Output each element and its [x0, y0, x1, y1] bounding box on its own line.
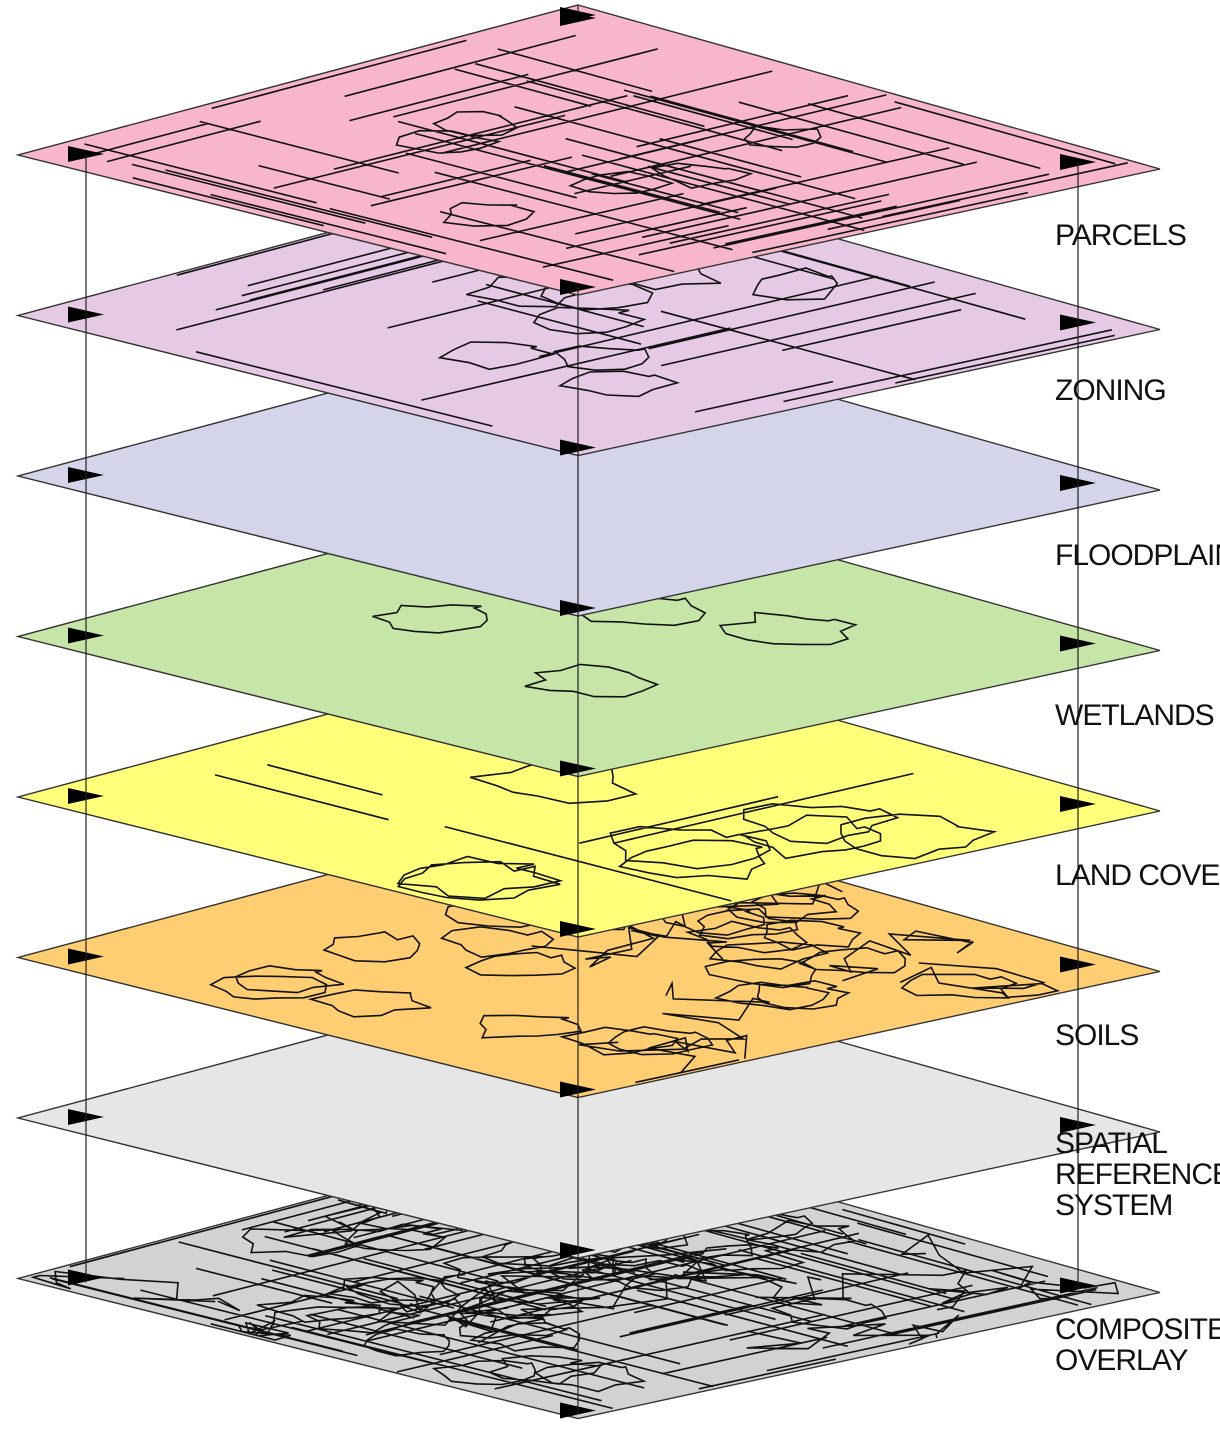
label-line: PARCELS: [1055, 219, 1186, 252]
layer-plane-parcels: [15, 4, 1161, 296]
label-line: LAND COVER: [1055, 859, 1220, 892]
label-line: SPATIAL: [1055, 1127, 1167, 1160]
label-line: WETLANDS: [1055, 699, 1214, 732]
registration-arrow-left: [68, 146, 104, 162]
layer-parcels: [15, 4, 1161, 296]
map-features-parcels: [79, 34, 1128, 281]
map-features-wetlands: [372, 591, 858, 698]
layer-planes: [15, 4, 1161, 1420]
feature-lines-wetlands: [372, 591, 858, 698]
label-line: REFERENCE: [1055, 1158, 1220, 1191]
label-zoning: ZONING: [1055, 374, 1166, 407]
layer-labels: PARCELS ZONING FLOODPLAIN WETLANDS LAND COVE…: [1055, 219, 1220, 1377]
label-line: COMPOSITE: [1055, 1313, 1220, 1346]
registration-arrow-top-cap: [560, 10, 596, 26]
layer-plane-composite-overlay: [15, 1127, 1161, 1420]
label-wetlands: WETLANDS: [1055, 699, 1214, 732]
label-line: SOILS: [1055, 1019, 1138, 1052]
label-parcels: PARCELS: [1055, 219, 1186, 252]
label-floodplain: FLOODPLAIN: [1055, 539, 1220, 572]
label-composite-overlay: COMPOSITE OVERLAY: [1055, 1313, 1220, 1377]
label-soils: SOILS: [1055, 1019, 1138, 1052]
feature-lines-parcels: [79, 34, 1128, 281]
label-line: FLOODPLAIN: [1055, 539, 1220, 572]
label-spatial-reference-system: SPATIAL REFERENCE SYSTEM: [1055, 1127, 1220, 1222]
label-line: OVERLAY: [1055, 1344, 1188, 1377]
label-line: ZONING: [1055, 374, 1166, 407]
label-land-cover: LAND COVER: [1055, 859, 1220, 892]
label-line: SYSTEM: [1055, 1189, 1172, 1222]
vertical-guide-lines: [85, 5, 1079, 1415]
